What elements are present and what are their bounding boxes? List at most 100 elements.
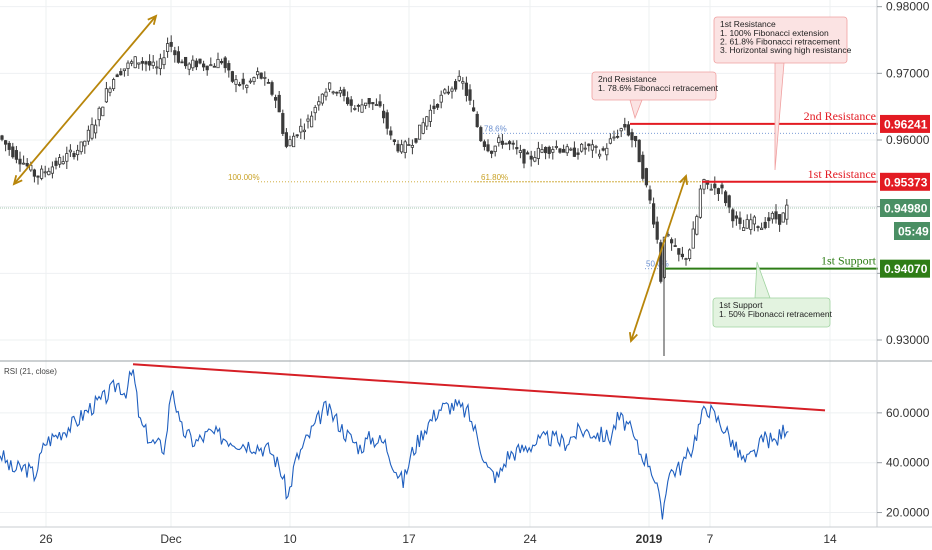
candle-body <box>644 168 649 186</box>
candle-body <box>770 212 775 220</box>
candle-body <box>4 140 8 145</box>
candle-body <box>767 217 771 222</box>
candle-body <box>349 99 353 106</box>
candle-body <box>176 51 180 63</box>
candle-body <box>122 68 126 72</box>
candle-body <box>529 155 533 160</box>
candle-body <box>381 110 386 119</box>
level-label: 1st Support <box>821 254 877 268</box>
callout-line: 3. Horizontal swing high resistance <box>720 45 852 55</box>
candle-body <box>291 135 296 148</box>
candle-body <box>749 219 753 230</box>
candle-body <box>688 249 692 259</box>
candle-body <box>572 147 577 157</box>
candle-body <box>76 149 80 156</box>
candle-body <box>54 160 58 166</box>
candle-body <box>684 258 688 260</box>
candle-body <box>295 134 299 137</box>
candle-body <box>702 179 706 190</box>
callout-line: 1. 100% Fibonacci extension <box>720 28 829 38</box>
candle-body <box>230 71 234 82</box>
callout-box <box>712 297 831 328</box>
candle-body <box>533 157 537 162</box>
candle-body <box>680 253 685 258</box>
candle-body <box>720 184 724 189</box>
candle-body <box>407 144 411 146</box>
candle-body <box>302 129 307 133</box>
candle-body <box>86 129 90 142</box>
candle-body <box>616 135 620 138</box>
candle-body <box>417 124 422 140</box>
candle-body <box>345 97 350 105</box>
fib-label: 61.80% <box>481 173 508 182</box>
candle-body <box>201 63 206 68</box>
candle-body <box>670 239 674 244</box>
candle-body <box>43 171 47 174</box>
candle-body <box>241 78 245 85</box>
candle-body <box>392 139 397 143</box>
level-label: 1st Resistance <box>808 167 876 181</box>
candle-body <box>637 139 641 163</box>
time-tick-label: 17 <box>402 532 416 546</box>
candle-body <box>227 63 231 71</box>
candle-body <box>396 143 400 152</box>
candle-body <box>162 57 166 66</box>
candle-body <box>331 91 335 94</box>
candle-body <box>785 204 789 220</box>
candle-body <box>277 94 281 113</box>
candle-body <box>504 142 508 145</box>
candle-body <box>403 141 407 153</box>
candle-body <box>482 141 487 147</box>
candle-body <box>158 58 162 70</box>
candle-body <box>324 91 328 97</box>
level-badge-1st-support <box>880 259 930 278</box>
fib-label: 100.00% <box>228 173 260 182</box>
callout-line: 2. 61.8% Fibonacci retracement <box>720 37 841 47</box>
candle-body <box>108 88 112 93</box>
candle-body <box>763 221 767 229</box>
price-tick-label: 0.96000 <box>886 133 930 147</box>
candle-body <box>695 216 699 235</box>
candle-body <box>464 82 469 96</box>
candle-body <box>270 82 274 95</box>
level-badge-2nd-resistance <box>880 114 930 133</box>
candle-body <box>187 63 191 70</box>
candle-body <box>734 215 739 219</box>
candle-body <box>453 81 458 90</box>
candle-body <box>752 216 757 225</box>
arrow-head <box>147 14 158 25</box>
candle-body <box>273 97 278 101</box>
candle-body <box>457 75 461 81</box>
candle-body <box>342 89 346 96</box>
candle-body <box>497 137 501 143</box>
candle-body <box>511 142 515 145</box>
candle-body <box>738 217 742 224</box>
candle-body <box>677 248 681 255</box>
candle-body <box>137 62 141 65</box>
countdown-text: 05:49 <box>898 225 929 239</box>
candle-body <box>259 72 263 79</box>
rsi-tick-label: 40.0000 <box>886 456 930 470</box>
candle-body <box>219 61 224 64</box>
candle-body <box>587 143 591 147</box>
candle-body <box>252 77 256 83</box>
candle-body <box>414 138 418 143</box>
time-tick-label: 24 <box>523 532 537 546</box>
candle-body <box>756 226 760 228</box>
candle-body <box>641 154 645 179</box>
candle-body <box>691 228 695 249</box>
candle-body <box>698 188 703 218</box>
vertical-gridlines <box>45 0 831 527</box>
candle-body <box>317 101 321 106</box>
arrow-head <box>679 174 689 186</box>
callout-title: 1st Support <box>719 300 763 310</box>
candle-body <box>583 147 587 150</box>
candle-body <box>565 146 569 154</box>
price-candles <box>0 35 789 356</box>
candle-body <box>36 175 40 178</box>
candle-body <box>25 163 29 167</box>
candle-body <box>367 98 371 105</box>
candle-body <box>544 146 548 154</box>
candle-body <box>79 141 83 153</box>
candle-body <box>500 140 505 145</box>
